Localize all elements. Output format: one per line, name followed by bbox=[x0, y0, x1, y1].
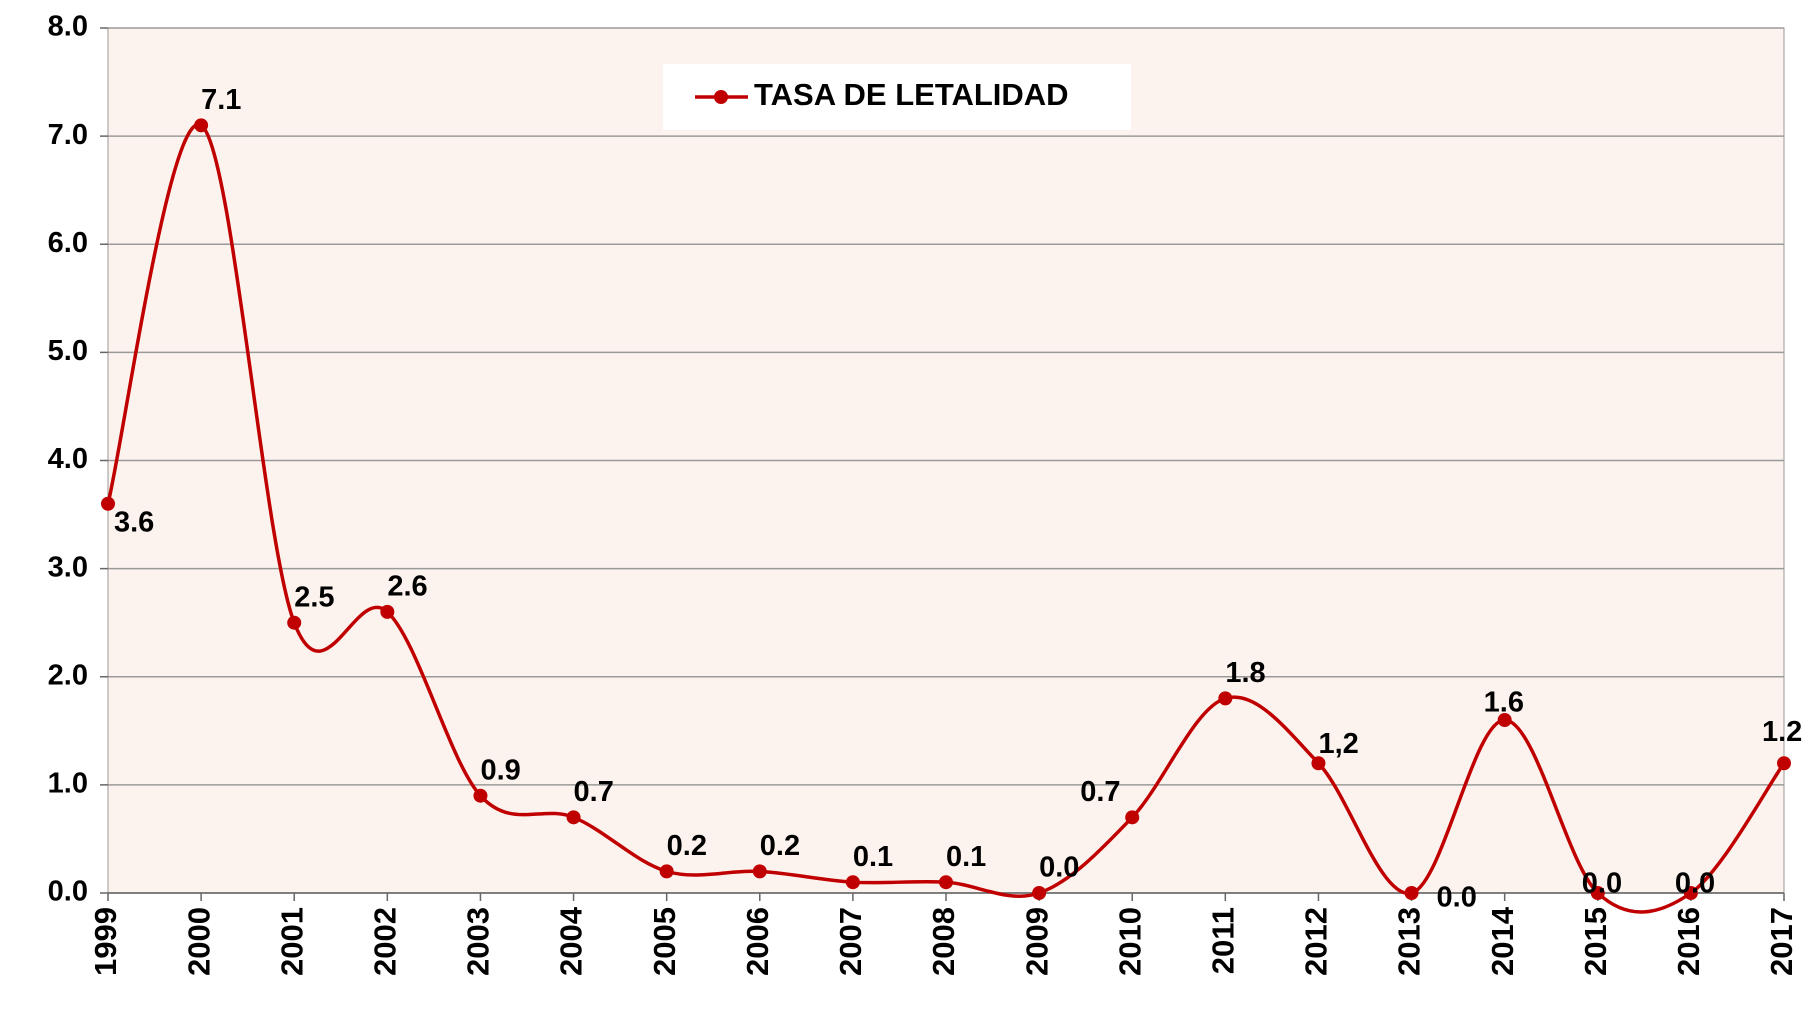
data-label: 0.7 bbox=[574, 776, 614, 808]
data-label: 0.0 bbox=[1437, 882, 1477, 914]
data-point bbox=[1590, 886, 1605, 900]
y-tick-label: 1.0 bbox=[48, 768, 88, 800]
data-point bbox=[287, 615, 302, 630]
x-tick-label: 2004 bbox=[554, 906, 589, 976]
data-point bbox=[752, 864, 767, 879]
data-label: 3.6 bbox=[114, 506, 154, 538]
data-point bbox=[101, 496, 115, 511]
legend-label: TASA DE LETALIDAD bbox=[754, 77, 1069, 112]
data-label: 0.7 bbox=[1080, 776, 1120, 808]
y-tick-label: 0.0 bbox=[48, 876, 88, 908]
y-tick-label: 3.0 bbox=[48, 551, 88, 583]
data-point bbox=[194, 118, 209, 133]
data-label: 0.9 bbox=[480, 754, 520, 786]
data-label: 7.1 bbox=[201, 84, 241, 116]
x-tick-label: 2011 bbox=[1206, 907, 1241, 974]
data-label: 0.0 bbox=[1582, 868, 1622, 900]
data-point bbox=[939, 875, 953, 890]
x-tick-label: 2008 bbox=[926, 907, 961, 976]
x-tick-label: 2001 bbox=[274, 907, 309, 976]
data-label: 1,2 bbox=[1318, 728, 1358, 760]
data-label: 1.6 bbox=[1484, 687, 1524, 719]
data-label: 2.5 bbox=[294, 581, 334, 613]
x-tick-label: 2013 bbox=[1392, 907, 1427, 976]
data-point bbox=[1683, 886, 1698, 900]
data-label: 0.1 bbox=[946, 841, 986, 873]
x-tick-label: 2009 bbox=[1019, 907, 1054, 976]
data-label: 2.6 bbox=[387, 571, 427, 603]
data-point bbox=[845, 875, 860, 890]
data-point bbox=[380, 604, 395, 619]
y-tick-label: 2.0 bbox=[48, 659, 88, 691]
x-tick-label: 2014 bbox=[1485, 906, 1520, 976]
x-tick-label: 2016 bbox=[1671, 907, 1706, 976]
x-tick-label: 2007 bbox=[833, 907, 868, 976]
data-label: 0.1 bbox=[853, 841, 893, 873]
data-point bbox=[1218, 691, 1233, 706]
x-tick-label: 2003 bbox=[461, 907, 496, 976]
y-tick-label: 4.0 bbox=[48, 443, 88, 475]
data-point bbox=[1032, 886, 1047, 900]
y-tick-label: 5.0 bbox=[48, 335, 88, 367]
data-point bbox=[659, 864, 674, 879]
y-tick-label: 8.0 bbox=[48, 11, 88, 43]
x-tick-label: 2010 bbox=[1112, 907, 1147, 976]
data-label: 0.2 bbox=[760, 830, 800, 862]
y-tick-label: 7.0 bbox=[48, 119, 88, 151]
data-point bbox=[1125, 810, 1140, 825]
x-tick-label: 2005 bbox=[647, 907, 682, 976]
data-point bbox=[1497, 713, 1512, 727]
x-tick-label: 1999 bbox=[88, 907, 123, 976]
legend-marker bbox=[714, 90, 728, 104]
x-tick-label: 2017 bbox=[1764, 907, 1799, 976]
data-point bbox=[473, 788, 488, 803]
data-label: 0.0 bbox=[1675, 868, 1715, 900]
data-label: 0.0 bbox=[1039, 852, 1079, 884]
data-point bbox=[1311, 756, 1326, 771]
x-tick-label: 2002 bbox=[368, 907, 403, 976]
data-point bbox=[1404, 886, 1419, 900]
data-point bbox=[566, 810, 581, 825]
data-label: 0.2 bbox=[667, 830, 707, 862]
y-tick-label: 6.0 bbox=[48, 227, 88, 259]
data-label: 1.8 bbox=[1225, 657, 1265, 689]
data-label: 1.2 bbox=[1762, 716, 1802, 748]
data-point bbox=[1777, 756, 1791, 771]
x-tick-label: 2015 bbox=[1578, 907, 1613, 976]
x-tick-label: 2000 bbox=[181, 907, 216, 976]
x-tick-label: 2006 bbox=[740, 907, 775, 976]
x-tick-label: 2012 bbox=[1299, 907, 1334, 976]
